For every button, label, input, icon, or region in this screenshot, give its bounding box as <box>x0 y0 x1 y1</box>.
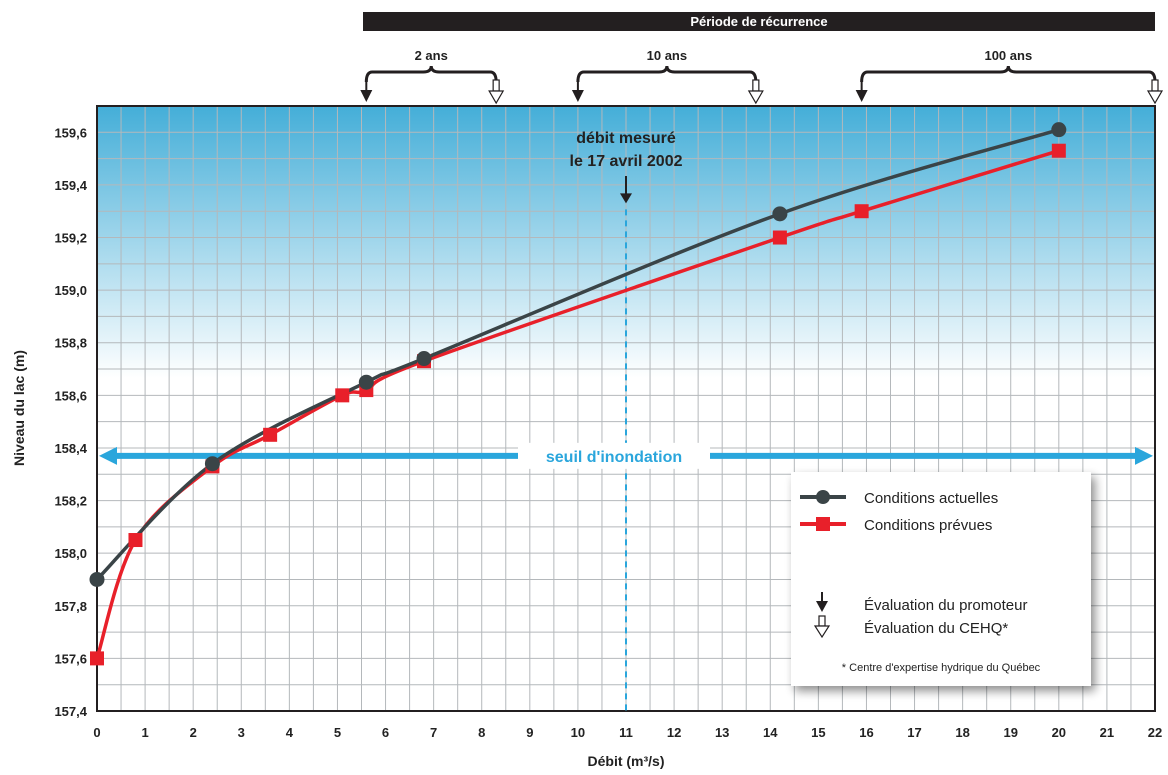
recurrence-label: 100 ans <box>984 48 1032 63</box>
series-point <box>204 456 220 472</box>
x-tick-label: 15 <box>811 725 825 740</box>
x-tick-label: 2 <box>190 725 197 740</box>
x-tick-label: 6 <box>382 725 389 740</box>
cehq-arrow-head <box>1146 90 1164 105</box>
series-point <box>90 651 104 666</box>
cehq-arrow-shaft <box>492 79 500 92</box>
measured-flow-label-line1: débit mesuré <box>576 130 676 147</box>
series-point <box>854 204 869 219</box>
y-tick-label: 158,4 <box>54 441 87 456</box>
threshold-label: seuil d'inondation <box>546 449 682 466</box>
series-point <box>772 206 788 222</box>
x-tick-label: 11 <box>619 725 633 740</box>
measured-flow-arrow <box>620 176 632 204</box>
y-tick-label: 157,4 <box>54 704 87 719</box>
y-tick-label: 158,2 <box>54 494 87 509</box>
y-tick-labels: 157,4 157,6 157,8 158,0 158,2 158,4 158,6 158,8… <box>54 125 87 719</box>
x-axis-title: Débit (m³/s) <box>588 753 665 769</box>
recurrence-label: 2 ans <box>415 48 448 63</box>
recurrence-brace <box>860 65 1157 83</box>
x-tick-label: 0 <box>93 725 100 740</box>
threshold-arrow-right <box>1135 446 1153 465</box>
series-point <box>416 351 432 367</box>
series-point <box>772 230 787 245</box>
series-point <box>358 374 374 390</box>
promoteur-arrow-head <box>855 90 868 102</box>
series-point <box>1051 122 1067 138</box>
x-tick-label: 19 <box>1003 725 1017 740</box>
promoteur-arrow-head <box>360 90 373 102</box>
promoteur-arrow-head <box>571 90 584 102</box>
legend <box>791 472 1091 686</box>
legend-promoteur-label: Évaluation du promoteur <box>864 597 1027 614</box>
legend-promoteur-arrow-icon <box>816 592 828 612</box>
x-tick-label: 7 <box>430 725 437 740</box>
y-tick-label: 157,8 <box>54 599 87 614</box>
x-tick-label: 14 <box>763 725 778 740</box>
cehq-arrow-head <box>488 90 505 105</box>
y-axis-title: Niveau du lac (m) <box>11 350 27 466</box>
x-tick-label: 1 <box>141 725 148 740</box>
series-point <box>263 427 278 442</box>
measured-arrow-head <box>620 193 632 204</box>
flood-threshold: seuil d'inondation <box>99 442 1153 469</box>
y-tick-label: 157,6 <box>54 651 87 666</box>
x-tick-label: 12 <box>667 725 681 740</box>
threshold-label-bg <box>518 442 710 469</box>
series-point <box>1051 143 1066 158</box>
x-tick-label: 22 <box>1148 725 1162 740</box>
x-tick-label: 18 <box>955 725 969 740</box>
y-tick-label: 158,8 <box>54 336 87 351</box>
x-tick-labels: 0 1 2 3 4 5 6 7 8 9 10 11 12 13 14 15 16 17 18 19 20 21 22 <box>93 725 1162 740</box>
legend-planned-label: Conditions prévues <box>864 517 992 534</box>
y-tick-label: 158,0 <box>54 546 87 561</box>
series-point <box>128 533 143 548</box>
legend-box <box>791 472 1091 686</box>
legend-note: * Centre d'expertise hydrique du Québec <box>842 662 1041 674</box>
series-point <box>89 571 105 587</box>
recurrence-band-title: Période de récurrence <box>690 14 827 29</box>
series-layer <box>89 122 1067 666</box>
cehq-arrow-shaft <box>1151 79 1159 92</box>
x-tick-label: 21 <box>1100 725 1114 740</box>
x-tick-label: 10 <box>571 725 585 740</box>
legend-cehq-arrow-icon <box>813 615 831 639</box>
y-tick-label: 159,6 <box>54 125 87 140</box>
x-tick-label: 5 <box>334 725 341 740</box>
recurrence-band <box>363 12 1155 31</box>
y-tick-label: 158,6 <box>54 388 87 403</box>
x-tick-label: 8 <box>478 725 485 740</box>
legend-cehq-label: Évaluation du CEHQ* <box>864 620 1008 637</box>
legend-actual-label: Conditions actuelles <box>864 490 998 507</box>
series-point <box>335 388 350 403</box>
recurrence-brace <box>576 65 758 83</box>
x-tick-label: 20 <box>1052 725 1066 740</box>
x-tick-label: 3 <box>238 725 245 740</box>
x-tick-label: 4 <box>286 725 294 740</box>
x-tick-label: 13 <box>715 725 729 740</box>
recurrence-label: 10 ans <box>647 48 687 63</box>
y-tick-label: 159,0 <box>54 283 87 298</box>
x-tick-label: 16 <box>859 725 873 740</box>
legend-planned-marker <box>816 517 830 531</box>
recurrence-braces: 2 ans 10 ans 100 ans <box>360 48 1164 105</box>
measured-flow-label-line2: le 17 avril 2002 <box>570 153 683 170</box>
x-tick-label: 9 <box>526 725 533 740</box>
cehq-arrow-shaft <box>752 79 760 92</box>
recurrence-brace <box>364 65 498 83</box>
threshold-arrow-left <box>99 446 117 465</box>
x-tick-label: 17 <box>907 725 921 740</box>
y-tick-label: 159,4 <box>54 178 87 193</box>
plot-frame <box>96 105 1156 712</box>
y-tick-label: 159,2 <box>54 231 87 246</box>
cehq-arrow-head <box>747 90 764 105</box>
legend-actual-marker <box>816 490 830 504</box>
